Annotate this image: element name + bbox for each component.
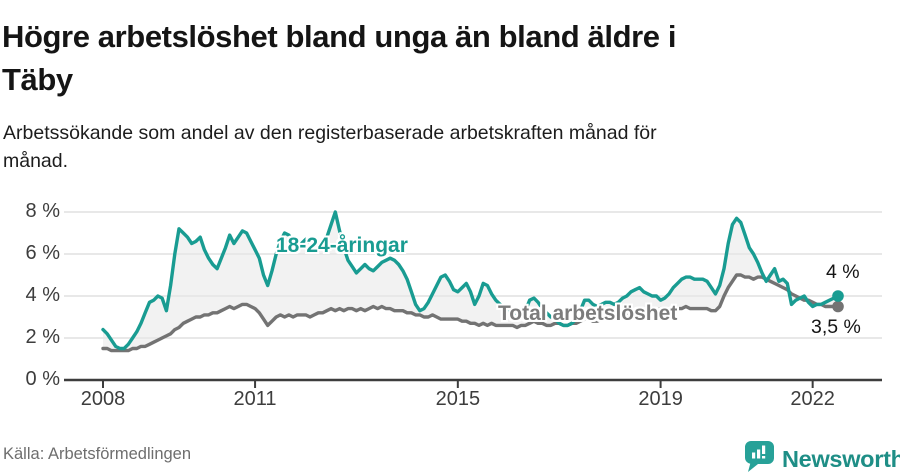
title-line-1: Högre arbetslöshet bland unga än bland ä…	[2, 18, 677, 54]
chart-subtitle: Arbetssökande som andel av den registerb…	[3, 119, 763, 175]
y-axis-tick-label: 2 %	[25, 326, 60, 348]
end-value-label-youth: 4 %	[826, 261, 860, 283]
bar-chart-speech-bubble-icon	[744, 440, 775, 474]
subtitle-line-1: Arbetssökande som andel av den registerb…	[3, 121, 657, 144]
subtitle-line-2: månad.	[3, 149, 69, 172]
x-axis-tick-label: 2015	[435, 388, 481, 410]
y-axis-tick-label: 6 %	[25, 242, 60, 264]
area-between-series	[103, 212, 838, 351]
y-axis-tick-label: 4 %	[25, 284, 60, 306]
x-axis-tick-label: 2011	[233, 388, 277, 410]
x-axis-tick-label: 2008	[80, 388, 126, 410]
y-axis-tick-label: 8 %	[25, 200, 60, 222]
end-value-label-total: 3,5 %	[811, 316, 861, 338]
page-title: Högre arbetslöshet bland unga än bland ä…	[2, 15, 882, 101]
series-label-total: Total arbetslöshet	[498, 302, 678, 325]
end-dot-youth	[832, 290, 844, 302]
series-label-youth: 18-24-åringar	[276, 234, 408, 257]
newsworthy-logo[interactable]: Newsworthy	[744, 440, 900, 474]
brand-name: Newsworthy	[782, 445, 900, 472]
end-dot-total	[832, 300, 844, 313]
line-total-unemployment	[101, 273, 840, 353]
source-attribution: Källa: Arbetsförmedlingen	[3, 445, 192, 463]
x-axis-tick-label: 2022	[790, 388, 835, 410]
x-axis-tick-label: 2019	[638, 388, 683, 410]
line-youth-unemployment	[101, 210, 840, 351]
y-axis-tick-label: 0 %	[25, 368, 60, 390]
title-line-2: Täby	[2, 61, 73, 97]
